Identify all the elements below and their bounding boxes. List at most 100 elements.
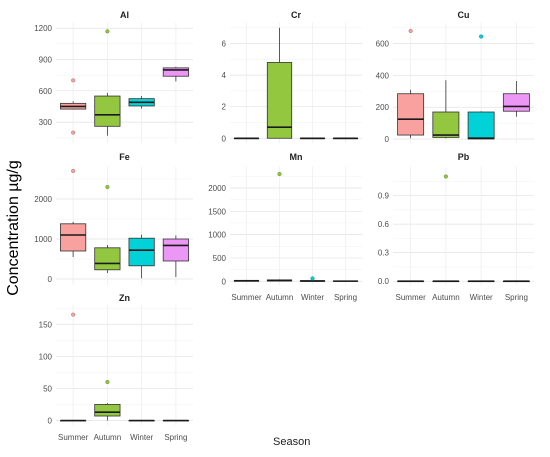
y-tick-label: 0: [385, 135, 390, 144]
box-cr-summer: [233, 137, 260, 140]
box-mn-spring: [332, 280, 359, 282]
box-cu-summer: [397, 28, 425, 139]
box-iqr: [94, 404, 121, 417]
box-iqr: [94, 247, 121, 271]
box-cr-autumn: [266, 27, 293, 139]
y-tick-label: 4: [222, 71, 227, 80]
y-tick-label: 2000: [34, 195, 52, 204]
y-axis-title-text: Concentration µg/g: [5, 160, 22, 296]
box-fe-autumn: [94, 184, 121, 273]
outlier-point: [105, 184, 110, 190]
box-cr-spring: [332, 137, 359, 140]
outlier-point: [277, 171, 282, 177]
box-pb-spring: [502, 280, 530, 283]
panel-pb: Pb 0.0 0.3 0.6 0.9 Summer Autumn Winter Spring: [378, 152, 534, 302]
y-tick-label: 1500: [208, 207, 226, 216]
y-tick-label: 200: [376, 103, 390, 112]
box-al-summer: [60, 78, 87, 135]
x-tick-label: Autumn: [266, 293, 294, 302]
y-tick-label: 600: [39, 87, 53, 96]
x-tick-label: Spring: [164, 433, 187, 442]
y-tick-label: 1200: [34, 24, 52, 33]
box-al-spring: [162, 66, 189, 82]
box-fe-summer: [60, 168, 87, 257]
panel-title: Zn: [119, 293, 130, 303]
box-iqr: [162, 238, 189, 262]
outlier-point: [71, 78, 76, 83]
panel-title: Cu: [458, 10, 470, 20]
box-cr-winter: [299, 137, 326, 140]
box-pb-autumn: [432, 174, 460, 283]
y-tick-label: 0.0: [378, 277, 390, 286]
box-cu-autumn: [432, 80, 460, 139]
panel-cu: Cu 0 200 400 600: [376, 10, 534, 144]
y-tick-label: 300: [39, 118, 53, 127]
box-mn-summer: [233, 279, 260, 282]
x-tick-label: Autumn: [432, 293, 460, 302]
x-tick-label: Summer: [396, 293, 427, 302]
panel-title: Al: [120, 10, 129, 20]
box-cu-spring: [502, 81, 530, 117]
panel-title: Mn: [290, 152, 303, 162]
panel-al: Al 300 600 900 1200: [34, 10, 193, 143]
y-tick-label: 0.6: [378, 220, 390, 229]
y-tick-label: 1000: [208, 231, 226, 240]
box-pb-summer: [397, 280, 425, 283]
panel-title: Cr: [291, 10, 301, 20]
box-al-autumn: [94, 29, 121, 136]
panel-title: Pb: [458, 152, 470, 162]
box-mn-winter: [299, 276, 326, 282]
y-tick-label: 400: [376, 71, 390, 80]
y-tick-label: 0.3: [378, 249, 390, 258]
box-fe-winter: [128, 234, 155, 279]
box-fe-spring: [162, 235, 189, 277]
box-mn-autumn: [266, 171, 293, 282]
y-tick-label: 900: [39, 56, 53, 65]
box-iqr: [94, 95, 121, 127]
y-tick-label: 500: [213, 254, 227, 263]
box-iqr: [60, 223, 87, 252]
outlier-point: [71, 168, 76, 174]
y-tick-label: 1000: [34, 235, 52, 244]
y-tick-label: 0: [222, 134, 227, 143]
box-iqr: [432, 111, 460, 138]
x-tick-label: Summer: [58, 433, 89, 442]
box-al-winter: [128, 96, 155, 109]
outlier-point: [479, 34, 484, 39]
x-tick-label: Spring: [505, 293, 528, 302]
y-tick-label: 50: [43, 384, 52, 393]
box-zn-summer: [60, 312, 87, 422]
box-iqr: [162, 67, 189, 77]
y-tick-label: 0: [222, 277, 227, 286]
y-tick-label: 0: [48, 275, 53, 284]
box-iqr: [128, 237, 155, 267]
y-tick-label: 2000: [208, 184, 226, 193]
x-tick-label: Autumn: [94, 433, 122, 442]
outlier-point: [310, 276, 315, 281]
y-tick-label: 6: [222, 40, 227, 49]
x-axis-title: Season: [273, 436, 311, 448]
box-zn-spring: [162, 419, 189, 422]
panel-zn: Zn 0 50 100 150 Summer Autumn Winter Spring: [39, 293, 193, 442]
x-tick-label: Winter: [301, 293, 324, 302]
y-tick-label: 100: [39, 352, 53, 361]
x-tick-label: Winter: [130, 433, 153, 442]
outlier-point: [71, 130, 76, 135]
box-iqr: [502, 93, 530, 112]
panel-cr: Cr 0 2 4 6: [222, 10, 362, 143]
panel-title: Fe: [119, 152, 130, 162]
x-tick-label: Spring: [334, 293, 357, 302]
box-iqr: [266, 62, 293, 139]
outlier-point: [105, 29, 110, 34]
outlier-point: [443, 174, 448, 179]
outlier-point: [408, 28, 413, 33]
outlier-point: [71, 312, 76, 317]
box-cu-winter: [467, 34, 495, 140]
box-iqr: [467, 111, 495, 140]
panel-fe: Fe 0 1000 2000: [34, 152, 193, 285]
y-tick-label: 0: [48, 417, 53, 426]
box-zn-winter: [128, 419, 155, 422]
outlier-point: [105, 379, 110, 385]
y-tick-label: 150: [39, 320, 53, 329]
